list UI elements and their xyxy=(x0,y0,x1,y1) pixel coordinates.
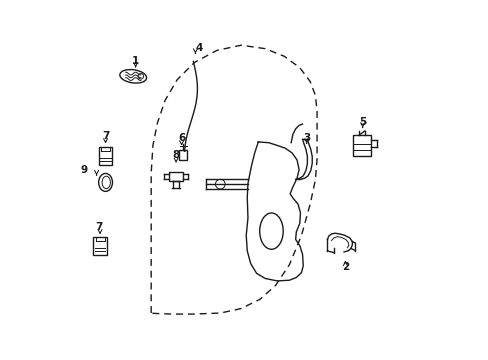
Text: 6: 6 xyxy=(178,133,185,143)
Text: 7: 7 xyxy=(102,131,109,141)
Text: 3: 3 xyxy=(303,133,310,143)
Text: 2: 2 xyxy=(341,262,348,272)
Text: 5: 5 xyxy=(358,117,366,127)
Text: 1: 1 xyxy=(132,56,139,66)
Text: 9: 9 xyxy=(80,165,87,175)
Text: 4: 4 xyxy=(196,43,203,53)
Text: 8: 8 xyxy=(172,150,179,160)
Text: 7: 7 xyxy=(95,222,102,231)
